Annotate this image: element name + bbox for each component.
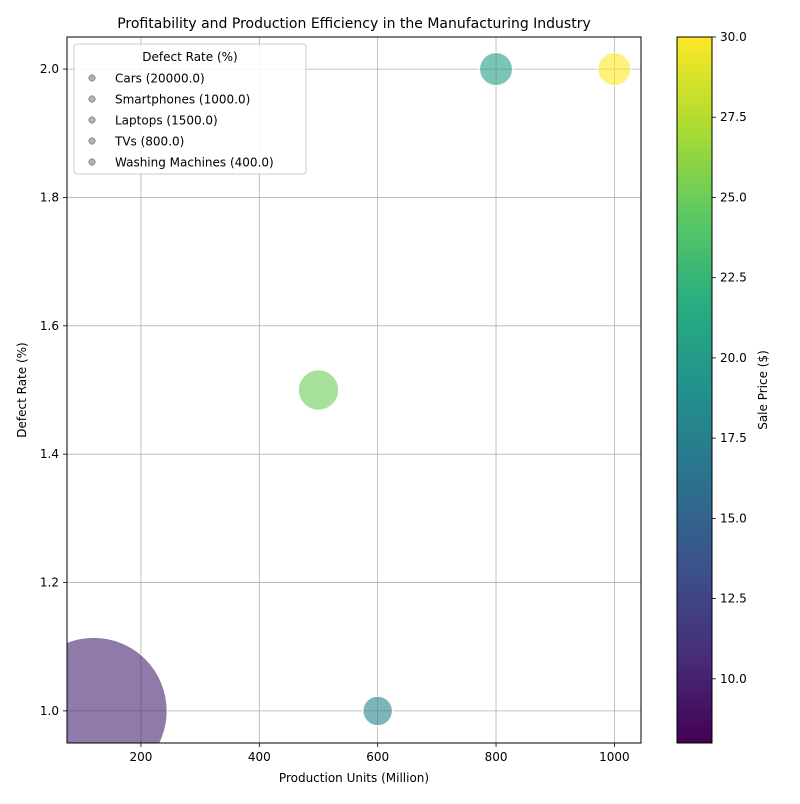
y-tick-label: 1.6 [40,319,59,333]
x-tick-label: 1000 [599,750,630,764]
colorbar-tick-label: 22.5 [720,271,747,285]
legend-title: Defect Rate (%) [142,50,237,64]
y-tick-label: 1.0 [40,704,59,718]
x-tick-label: 600 [366,750,389,764]
y-axis: 1.0 1.2 1.4 1.6 1.8 2.0 [40,62,67,718]
x-tick-label: 400 [248,750,271,764]
y-tick-label: 1.4 [40,447,59,461]
plot-frame [66,36,642,744]
colorbar-tick-label: 25.0 [720,190,747,204]
data-points [67,52,632,743]
y-tick-label: 1.2 [40,576,59,590]
data-point [479,52,513,87]
colorbar-tick-label: 17.5 [720,431,747,445]
legend-box [73,43,307,175]
data-point [362,695,393,727]
legend-entry-label: Washing Machines (400.0) [115,156,274,170]
legend-entries: Cars (20000.0) Smartphones (1000.0) Laptop… [88,72,274,170]
x-axis-label: Production Units (Million) [279,771,429,785]
y-axis-label: Defect Rate (%) [15,342,29,437]
data-point [597,52,632,87]
x-axis: 200 400 600 800 1000 [130,743,630,764]
colorbar-frame [676,36,713,744]
legend-entry-label: Smartphones (1000.0) [115,93,250,107]
colorbar-label: Sale Price ($) [756,350,770,430]
legend-marker [88,74,96,82]
x-tick-label: 200 [130,750,153,764]
colorbar-tick-label: 27.5 [720,110,747,124]
legend-marker [88,95,96,103]
colorbar-tick-label: 20.0 [720,351,747,365]
x-tick-label: 800 [485,750,508,764]
colorbar-tick-label: 15.0 [720,511,747,525]
colorbar-tick-label: 12.5 [720,592,747,606]
data-point [297,369,340,411]
y-tick-label: 2.0 [40,62,59,76]
legend: Defect Rate (%) Cars (20000.0) Smartphone… [73,43,307,175]
legend-entry-label: Cars (20000.0) [115,72,205,86]
colorbar-gradient [677,37,712,743]
legend-marker [88,158,96,166]
colorbar: 10.0 12.5 15.0 17.5 20.0 22.5 25.0 27.5 30.0 Sal… [676,30,770,744]
y-tick-label: 1.8 [40,190,59,204]
chart-title: Profitability and Production Efficiency … [117,16,591,32]
colorbar-tick-label: 10.0 [720,672,747,686]
colorbar-tick-label: 30.0 [720,30,747,44]
legend-marker [88,116,96,124]
legend-entry-label: TVs (800.0) [114,135,184,149]
legend-marker [88,137,96,145]
colorbar-ticks: 10.0 12.5 15.0 17.5 20.0 22.5 25.0 27.5 30.0 [712,30,747,686]
legend-entry-label: Laptops (1500.0) [115,114,218,128]
data-point [67,636,168,743]
grid-lines [67,37,641,743]
